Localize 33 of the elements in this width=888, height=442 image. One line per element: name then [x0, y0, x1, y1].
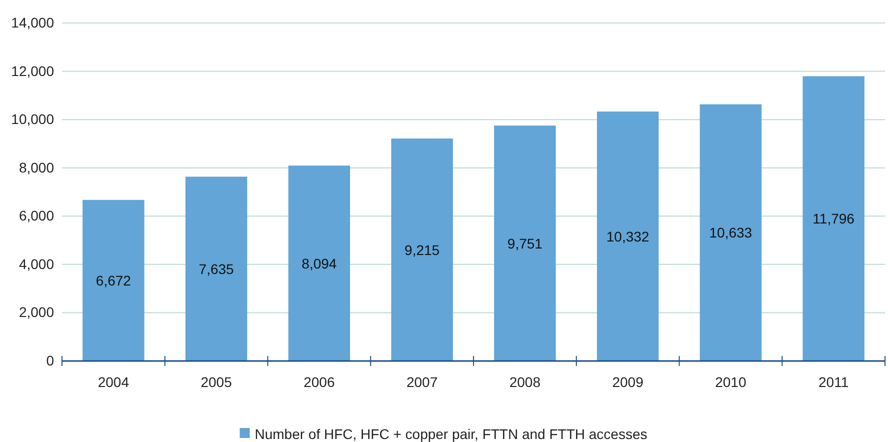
data-label: 6,672: [96, 272, 132, 288]
x-tick-label: 2007: [406, 374, 438, 390]
y-tick-label: 8,000: [18, 159, 54, 176]
y-tick-label: 6,000: [18, 208, 54, 224]
data-label: 8,094: [302, 255, 337, 272]
data-label: 7,635: [198, 260, 234, 277]
x-tick-label: 2009: [612, 374, 644, 390]
bar: [82, 200, 144, 361]
bar: [494, 126, 556, 361]
x-tick-label: 2010: [715, 374, 746, 390]
y-tick-label: 4,000: [18, 256, 54, 272]
data-label: 10,633: [709, 224, 752, 241]
y-tick-label: 12,000: [11, 62, 54, 79]
x-tick-label: 2004: [98, 374, 130, 390]
x-tick-label: 2011: [818, 374, 849, 390]
bar: [802, 76, 864, 361]
x-tick-label: 2008: [509, 374, 541, 390]
bar: [288, 166, 350, 361]
y-tick-label: 10,000: [11, 111, 54, 128]
bar: [185, 176, 248, 361]
bar: [700, 104, 762, 361]
y-tick-label: 14,000: [11, 14, 54, 30]
y-tick-label: 0: [46, 352, 54, 368]
bar: [596, 112, 659, 361]
data-label: 11,796: [812, 210, 855, 227]
x-tick-label: 2006: [304, 374, 335, 390]
data-label: 9,215: [404, 242, 440, 258]
bar: [391, 138, 453, 361]
data-label: 9,751: [507, 235, 543, 252]
legend-label: Number of HFC, HFC + copper pair, FTTN and FTTH accesses: [254, 426, 648, 442]
y-tick-label: 2,000: [18, 304, 54, 320]
x-tick-label: 2005: [200, 374, 232, 390]
data-label: 10,332: [606, 228, 650, 244]
